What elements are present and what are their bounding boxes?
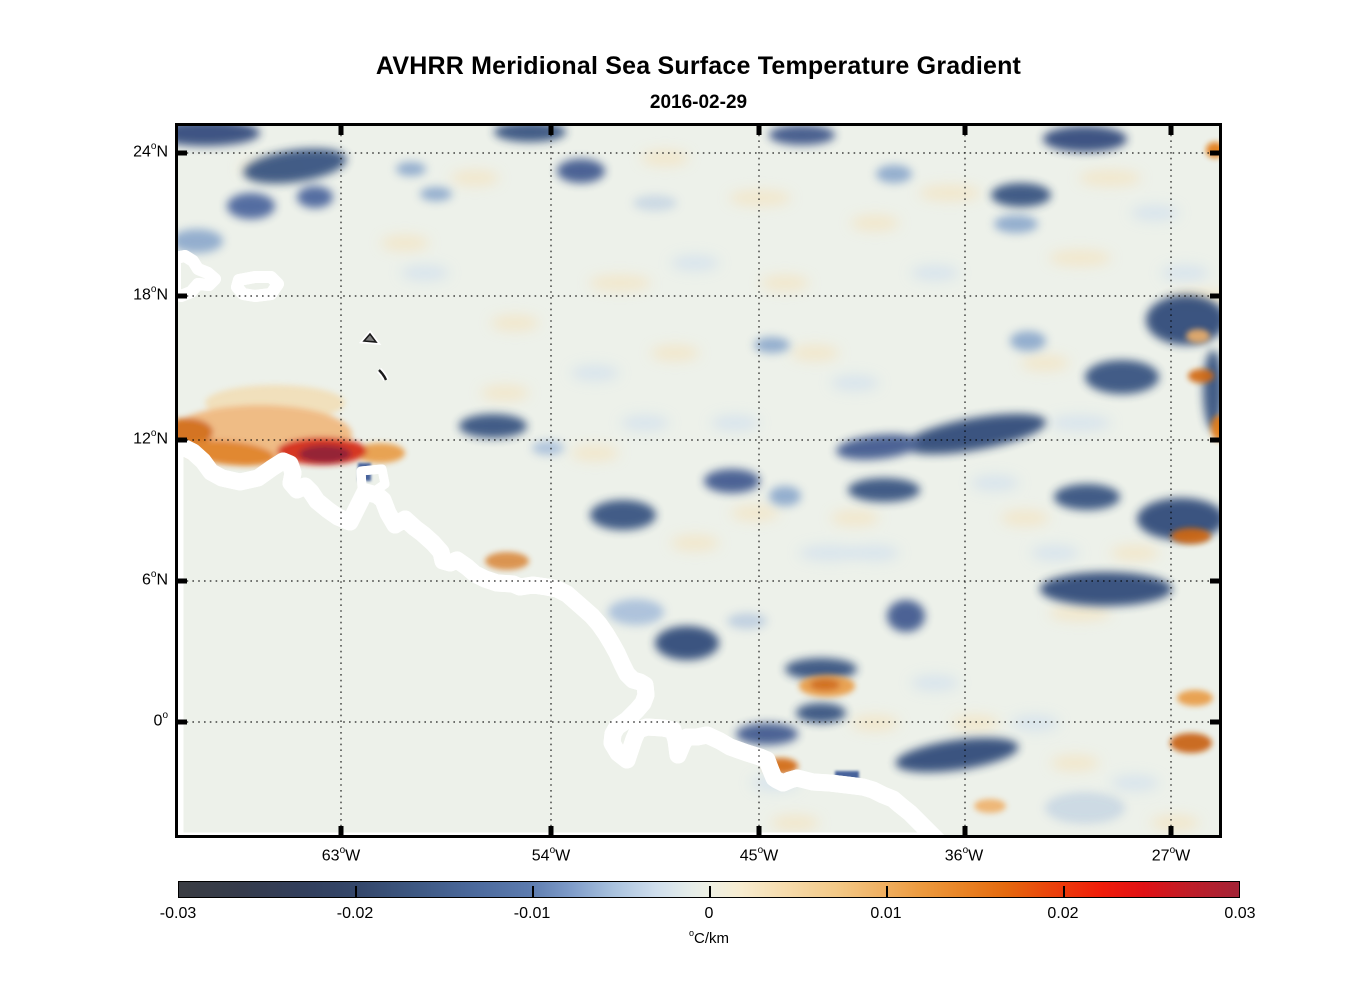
lat-tick-label: 24oN [133,141,168,161]
lat-tick-label: 12oN [133,428,168,448]
colorbar-tick-label: 0.03 [1224,905,1256,922]
colorbar-tick-label: -0.01 [513,905,551,922]
graticule [175,123,1222,838]
positive-gradient-patches [175,142,1222,813]
lon-tick-label: 27oW [1151,845,1191,865]
negative-gradient-medium-patches [175,162,1125,824]
colorbar-tick-label: 0.01 [870,905,902,922]
colorbar-tick [886,886,888,897]
chart-title: AVHRR Meridional Sea Surface Temperature… [375,52,1022,80]
lat-tick-label: 0o [153,710,168,730]
colorbar-unit-label: oC/km [688,928,729,947]
lon-tick-label: 45oW [739,845,779,865]
colorbar [178,881,1240,898]
plot-frame [175,123,1222,838]
degree-symbol: o [688,928,694,938]
colorbar-tick [1063,886,1065,897]
axis-ticks [175,123,1222,838]
colorbar-tick-label: -0.02 [336,905,374,922]
lesser-antilles-islands [358,330,389,382]
lon-tick-label: 36oW [944,845,984,865]
colorbar-tick-label: 0 [704,905,714,922]
lon-tick-label: 63oW [321,845,361,865]
lat-tick-label: 18oN [133,284,168,304]
lon-tick-label: 54oW [531,845,571,865]
colorbar-tick-label: -0.03 [159,905,197,922]
colorbar-tick [355,886,357,897]
lat-tick-label: 6oN [141,569,168,589]
chart-date-subtitle: 2016-02-29 [649,92,748,113]
colorbar-tick-label: 0.02 [1047,905,1079,922]
sst-gradient-map [175,123,1222,838]
colorbar-tick [709,886,711,897]
colorbar-tick [532,886,534,897]
